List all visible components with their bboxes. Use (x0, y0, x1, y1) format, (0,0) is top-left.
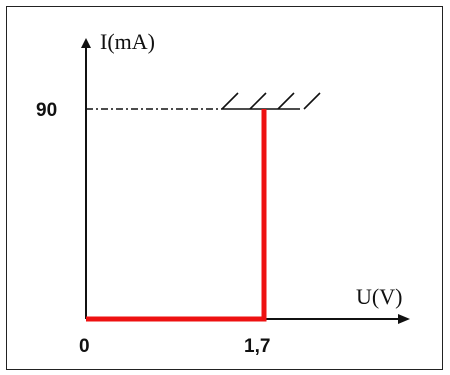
y-axis-arrow (81, 38, 91, 48)
hatch-mark (221, 92, 239, 110)
chart-frame (6, 6, 443, 370)
series-layer (86, 109, 267, 322)
x-tick-label: 1,7 (244, 336, 270, 357)
hatch-mark (277, 92, 295, 110)
series-line (86, 109, 267, 322)
hatch-mark (303, 92, 321, 110)
x-axis-label: U(V) (356, 284, 402, 309)
y-tick-label: 90 (36, 100, 57, 121)
hatch-marks (221, 92, 321, 110)
x-tick-label-origin: 0 (79, 336, 90, 357)
y-axis-label: I(mA) (100, 29, 155, 54)
hatch-mark (249, 92, 267, 110)
x-axis-arrow (398, 314, 410, 324)
